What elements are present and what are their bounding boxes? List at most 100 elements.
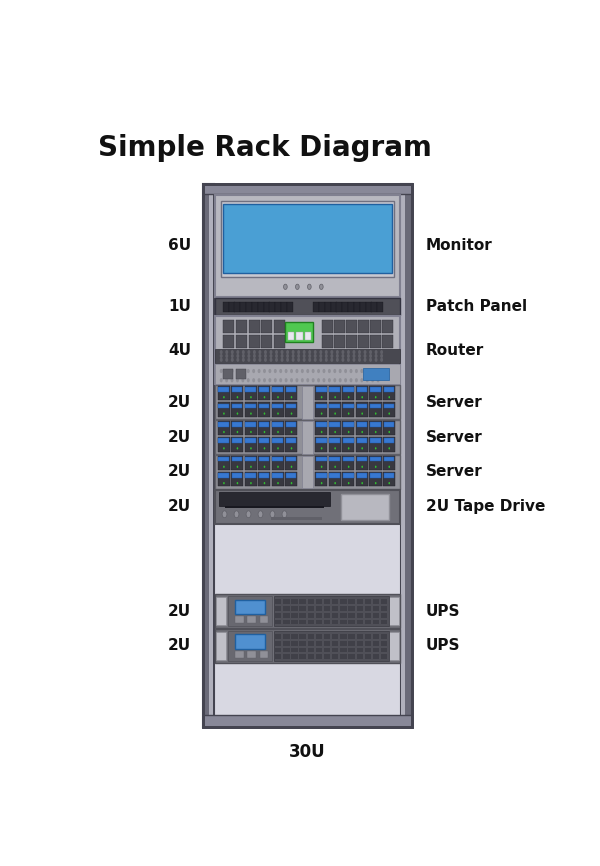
Bar [370, 387, 380, 391]
Bar [259, 473, 269, 478]
Bar [371, 302, 377, 312]
Circle shape [247, 354, 250, 358]
Bar [334, 320, 345, 333]
Circle shape [296, 284, 299, 289]
Bar [370, 473, 380, 478]
Circle shape [225, 350, 228, 354]
Circle shape [358, 350, 361, 354]
Circle shape [321, 482, 322, 484]
Circle shape [364, 354, 367, 358]
Bar [283, 641, 290, 645]
Circle shape [347, 358, 350, 362]
Bar [286, 473, 296, 478]
Circle shape [281, 350, 284, 354]
Circle shape [225, 354, 228, 358]
Circle shape [277, 447, 279, 449]
Bar [260, 616, 268, 624]
Bar [343, 387, 353, 391]
Circle shape [247, 350, 250, 354]
Bar [373, 599, 379, 604]
Circle shape [250, 430, 252, 433]
Bar [343, 386, 355, 400]
Circle shape [236, 482, 238, 484]
Bar [259, 422, 269, 427]
Bar [329, 387, 340, 391]
Bar [316, 387, 326, 391]
Bar [203, 184, 412, 194]
Circle shape [263, 378, 266, 383]
Circle shape [220, 350, 223, 354]
Bar [215, 385, 400, 419]
Bar [263, 302, 269, 312]
Circle shape [369, 354, 372, 358]
Bar [389, 631, 399, 660]
Circle shape [281, 358, 284, 362]
Circle shape [375, 447, 377, 449]
Bar [383, 472, 395, 487]
Circle shape [236, 430, 238, 433]
Bar [215, 594, 400, 628]
Bar [291, 648, 298, 652]
Circle shape [250, 466, 252, 468]
Bar [370, 421, 382, 435]
Circle shape [259, 350, 262, 354]
Bar [215, 455, 400, 489]
Bar [401, 194, 404, 715]
Circle shape [250, 482, 252, 484]
Text: 30U: 30U [289, 743, 326, 761]
Circle shape [331, 358, 334, 362]
Circle shape [292, 350, 295, 354]
Circle shape [380, 350, 383, 354]
Circle shape [292, 354, 295, 358]
Bar [285, 403, 298, 417]
Bar [215, 489, 400, 524]
Bar [209, 194, 213, 715]
Circle shape [325, 354, 328, 358]
Circle shape [301, 369, 304, 373]
Bar [346, 320, 357, 333]
Circle shape [277, 412, 279, 415]
Circle shape [350, 378, 352, 383]
Bar [383, 403, 395, 417]
Bar [218, 422, 229, 427]
Bar [235, 634, 265, 649]
Bar [324, 599, 331, 604]
Circle shape [279, 378, 282, 383]
Bar [316, 619, 322, 624]
Bar [302, 421, 313, 454]
Bar [245, 456, 256, 462]
Text: 2U Tape Drive: 2U Tape Drive [426, 500, 545, 514]
Bar [324, 648, 331, 652]
Bar [383, 421, 395, 435]
Bar [315, 386, 328, 400]
Circle shape [225, 358, 228, 362]
Bar [370, 386, 382, 400]
Bar [383, 387, 394, 391]
Bar [340, 641, 347, 645]
Circle shape [225, 369, 228, 373]
Circle shape [252, 378, 255, 383]
Circle shape [375, 482, 377, 484]
Circle shape [348, 447, 349, 449]
Bar [356, 403, 368, 417]
Circle shape [388, 466, 390, 468]
Circle shape [355, 378, 358, 383]
Circle shape [231, 350, 234, 354]
Bar [299, 634, 306, 639]
Bar [343, 473, 353, 478]
Bar [232, 422, 242, 427]
Circle shape [334, 396, 336, 398]
Circle shape [371, 369, 374, 373]
Circle shape [275, 358, 278, 362]
Bar [383, 456, 394, 462]
Bar [299, 655, 306, 659]
Text: 2U: 2U [168, 395, 191, 410]
Bar [235, 302, 241, 312]
Circle shape [284, 284, 287, 289]
Circle shape [286, 358, 289, 362]
Bar [324, 641, 331, 645]
Bar [349, 613, 355, 617]
Bar [299, 641, 306, 645]
Bar [218, 421, 230, 435]
Bar [316, 404, 326, 408]
